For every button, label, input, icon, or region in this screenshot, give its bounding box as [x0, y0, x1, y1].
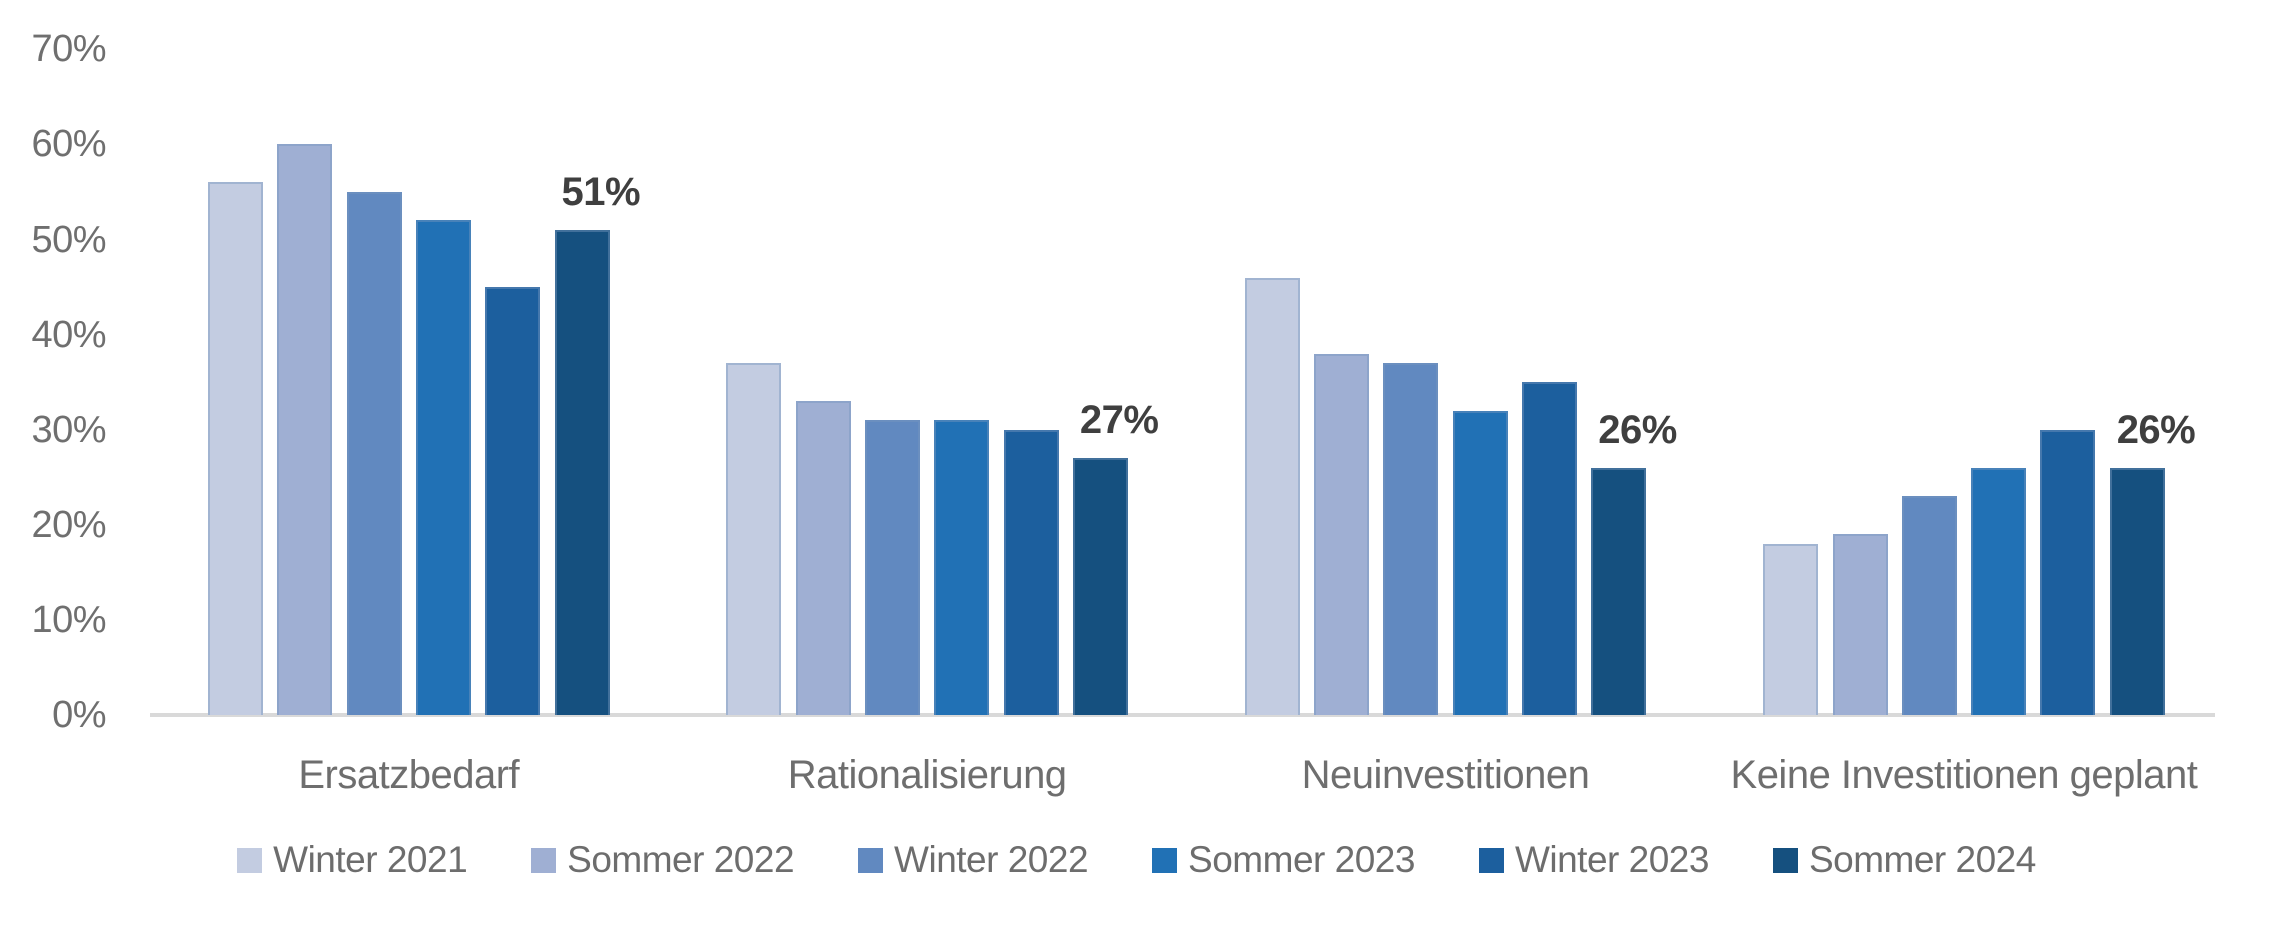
x-axis-line [150, 713, 2215, 717]
bar-rationalisierung-winter-2021 [726, 363, 782, 715]
bar-keine-investitionen-geplant-winter-2022 [1901, 496, 1957, 715]
legend-swatch-sommer-2022 [531, 847, 557, 873]
bar-ersatzbedarf-sommer-2023 [415, 220, 471, 715]
y-axis-tick-label-60: 60% [31, 123, 106, 166]
bar-rationalisierung-winter-2022 [865, 420, 920, 715]
bar-ersatzbedarf-sommer-2022 [277, 144, 333, 715]
bar-rationalisierung-sommer-2022 [795, 401, 851, 715]
y-axis-tick-label-20: 20% [31, 503, 106, 546]
legend-item-sommer-2024: Sommer 2024 [1772, 838, 2036, 882]
legend-label-sommer-2023: Sommer 2023 [1188, 839, 1415, 880]
y-axis-tick-label-30: 30% [31, 408, 106, 451]
bar-keine-investitionen-geplant-sommer-2022 [1832, 534, 1888, 715]
legend-label-sommer-2024: Sommer 2024 [1808, 839, 2036, 880]
legend-item-winter-2021: Winter 2021 [237, 838, 468, 882]
bar-ersatzbedarf-winter-2021 [208, 182, 263, 715]
category-label-rationalisierung: Rationalisierung [787, 753, 1067, 797]
legend-label-winter-2023: Winter 2023 [1514, 839, 1710, 880]
bar-keine-investitionen-geplant-winter-2023 [2040, 429, 2096, 715]
legend-label-sommer-2022: Sommer 2022 [567, 839, 795, 880]
value-label-keine-investitionen-geplant: 26% [2116, 407, 2196, 452]
y-axis-tick-label-0: 0% [52, 694, 106, 736]
bar-keine-investitionen-geplant-winter-2021 [1763, 543, 1819, 715]
bar-keine-investitionen-geplant-sommer-2024 [2109, 467, 2165, 715]
legend-label-winter-2021: Winter 2021 [273, 839, 468, 880]
bar-neuinvestitionen-winter-2023 [1522, 382, 1577, 715]
legend: Winter 2021 Sommer 2022 Winter 2022 Sommer … [0, 838, 2273, 882]
legend-item-winter-2023: Winter 2023 [1478, 838, 1710, 882]
legend-label-winter-2022: Winter 2022 [894, 839, 1089, 880]
legend-item-sommer-2022: Sommer 2022 [531, 838, 795, 882]
bar-neuinvestitionen-winter-2022 [1383, 363, 1439, 715]
category-label-ersatzbedarf: Ersatzbedarf [298, 753, 520, 797]
bar-neuinvestitionen-sommer-2023 [1452, 410, 1508, 715]
y-axis-tick-label-70: 70% [31, 28, 106, 71]
legend-item-winter-2022: Winter 2022 [858, 838, 1089, 882]
bar-neuinvestitionen-winter-2021 [1244, 277, 1300, 715]
category-label-neuinvestitionen: Neuinvestitionen [1301, 753, 1590, 797]
bar-ersatzbedarf-sommer-2024 [554, 229, 610, 715]
bar-rationalisierung-sommer-2024 [1072, 458, 1128, 715]
bar-keine-investitionen-geplant-sommer-2023 [1971, 467, 2027, 715]
value-label-neuinvestitionen: 26% [1598, 407, 1677, 452]
legend-item-sommer-2023: Sommer 2023 [1152, 838, 1415, 882]
bar-ersatzbedarf-winter-2023 [485, 287, 541, 715]
legend-swatch-sommer-2023 [1152, 847, 1178, 873]
legend-swatch-sommer-2024 [1772, 847, 1798, 873]
category-label-keine-investitionen-geplant: Keine Investitionen geplant [1730, 753, 2198, 797]
bar-ersatzbedarf-winter-2022 [346, 191, 402, 715]
bar-rationalisierung-winter-2023 [1003, 429, 1059, 715]
y-axis-tick-label-50: 50% [31, 218, 106, 261]
bar-neuinvestitionen-sommer-2024 [1591, 467, 1647, 715]
y-axis-tick-label-10: 10% [31, 598, 106, 641]
legend-swatch-winter-2021 [237, 847, 263, 873]
y-axis-tick-label-40: 40% [31, 313, 106, 356]
value-label-rationalisierung: 27% [1079, 398, 1159, 443]
bar-neuinvestitionen-sommer-2022 [1314, 353, 1370, 715]
legend-swatch-winter-2023 [1478, 847, 1504, 873]
value-label-ersatzbedarf: 51% [561, 169, 641, 214]
legend-swatch-winter-2022 [858, 847, 884, 873]
bar-rationalisierung-sommer-2023 [934, 420, 990, 715]
